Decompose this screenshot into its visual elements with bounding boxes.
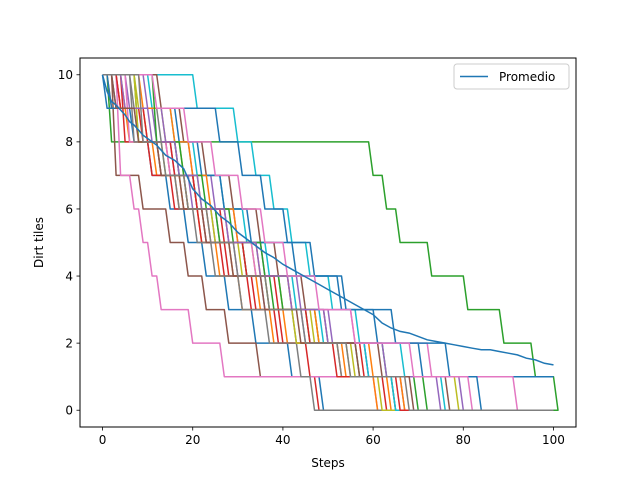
- y-tick-label: 8: [65, 135, 73, 149]
- x-axis-label: Steps: [311, 456, 345, 470]
- y-tick-label: 6: [65, 202, 73, 216]
- x-tick-label: 0: [99, 433, 107, 447]
- y-tick-label: 10: [58, 68, 73, 82]
- y-tick-label: 2: [65, 336, 73, 350]
- x-tick-label: 60: [365, 433, 380, 447]
- y-tick-label: 4: [65, 269, 73, 283]
- legend-label-promedio: Promedio: [499, 70, 555, 84]
- series-line-run-11: [103, 75, 554, 377]
- x-tick-label: 80: [456, 433, 471, 447]
- series-line-promedio: [103, 75, 554, 365]
- legend: Promedio: [454, 64, 569, 89]
- y-axis-label: Dirt tiles: [32, 217, 46, 268]
- y-tick-label: 0: [65, 404, 73, 418]
- x-tick-label: 100: [542, 433, 565, 447]
- x-tick-label: 20: [185, 433, 200, 447]
- series-line-run-6: [103, 75, 554, 410]
- x-tick-label: 40: [275, 433, 290, 447]
